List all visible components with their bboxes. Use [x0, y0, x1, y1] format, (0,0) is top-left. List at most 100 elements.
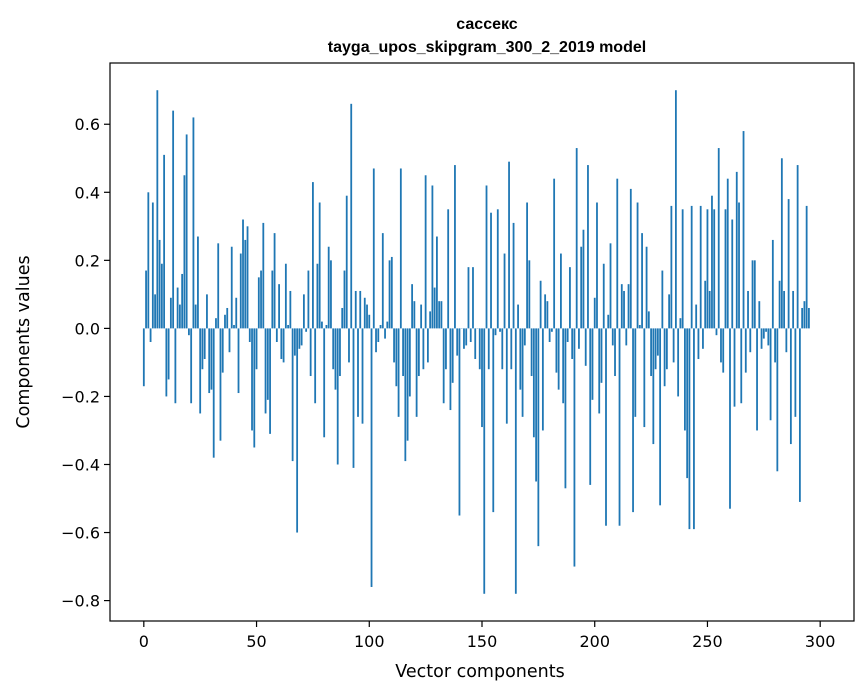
- bar-51: [257, 277, 260, 329]
- bar-284: [783, 290, 786, 329]
- y-tick-label: −0.8: [61, 592, 100, 611]
- bar-191: [573, 328, 576, 567]
- bar-220: [638, 324, 641, 329]
- bar-42: [237, 328, 240, 394]
- bar-196: [584, 328, 587, 366]
- bar-162: [508, 161, 510, 329]
- bar-62: [282, 328, 285, 363]
- bar-15: [176, 287, 179, 329]
- bar-47: [248, 328, 251, 342]
- bar-29: [208, 328, 211, 394]
- bar-247: [699, 205, 702, 329]
- y-tick-label: −0.2: [61, 387, 100, 406]
- bar-159: [501, 328, 504, 370]
- bar-255: [717, 148, 720, 329]
- bar-9: [163, 154, 166, 329]
- bar-237: [677, 328, 680, 397]
- bar-78: [318, 202, 321, 329]
- bar-86: [336, 328, 339, 465]
- bar-239: [681, 209, 684, 329]
- bar-25: [199, 328, 202, 414]
- bar-291: [798, 328, 801, 502]
- bar-180: [548, 328, 551, 342]
- bar-272: [756, 328, 758, 431]
- bar-0: [142, 328, 145, 387]
- bar-36: [224, 314, 226, 329]
- bar-64: [287, 324, 290, 329]
- bar-246: [697, 328, 700, 360]
- bar-137: [451, 328, 454, 383]
- y-tick-label: 0.4: [75, 183, 100, 202]
- bar-140: [458, 328, 461, 516]
- bar-46: [246, 226, 249, 329]
- bar-38: [228, 328, 231, 353]
- bar-233: [668, 294, 671, 329]
- bar-286: [787, 199, 790, 329]
- x-tick-label: 300: [805, 632, 836, 651]
- bar-158: [499, 328, 501, 332]
- bar-33: [217, 243, 220, 329]
- bar-109: [388, 260, 391, 329]
- bar-57: [271, 270, 274, 329]
- bar-268: [747, 290, 749, 329]
- bar-275: [762, 328, 765, 339]
- bar-91: [348, 328, 350, 363]
- bar-77: [316, 263, 319, 329]
- x-tick-label: 50: [246, 632, 266, 651]
- bar-19: [185, 134, 188, 329]
- bar-74: [309, 328, 312, 377]
- bar-7: [158, 239, 161, 329]
- bar-53: [262, 222, 265, 329]
- bar-198: [589, 328, 592, 485]
- y-tick-label: −0.4: [61, 455, 100, 474]
- bar-94: [354, 290, 357, 329]
- bar-119: [411, 284, 414, 329]
- bar-139: [456, 328, 459, 356]
- bar-212: [620, 284, 623, 329]
- bar-12: [169, 297, 172, 329]
- bar-213: [623, 290, 625, 329]
- bar-138: [454, 165, 456, 329]
- bar-44: [242, 219, 244, 329]
- bar-262: [733, 328, 736, 407]
- bar-34: [219, 328, 222, 441]
- bar-295: [808, 307, 810, 329]
- bar-225: [650, 328, 652, 377]
- bar-6: [156, 90, 159, 329]
- bar-227: [654, 328, 657, 370]
- bar-269: [749, 328, 752, 353]
- bar-23: [194, 304, 197, 329]
- bar-102: [372, 168, 375, 329]
- bar-280: [774, 328, 776, 363]
- bar-258: [724, 209, 727, 329]
- bar-179: [546, 301, 549, 329]
- bar-113: [397, 328, 400, 417]
- bar-281: [776, 328, 779, 472]
- bar-244: [693, 328, 695, 530]
- bar-169: [523, 328, 526, 346]
- bar-92: [350, 103, 353, 329]
- bar-145: [469, 328, 472, 342]
- bars-group: [142, 90, 810, 594]
- bar-193: [578, 328, 580, 349]
- bar-96: [359, 290, 362, 329]
- bar-187: [564, 328, 567, 489]
- bar-197: [587, 165, 589, 329]
- bar-133: [442, 328, 445, 404]
- bar-174: [535, 328, 538, 482]
- bar-164: [512, 222, 515, 329]
- bar-206: [607, 314, 610, 329]
- bar-219: [636, 202, 639, 329]
- bar-147: [474, 328, 477, 360]
- bar-31: [212, 328, 215, 458]
- bar-228: [656, 328, 659, 356]
- bar-221: [641, 233, 643, 329]
- bar-166: [517, 304, 519, 329]
- bar-173: [532, 328, 535, 438]
- y-tick-label: 0.2: [75, 251, 100, 270]
- bar-177: [541, 328, 544, 431]
- bar-168: [521, 328, 524, 417]
- bar-83: [330, 260, 332, 329]
- x-tick-label: 100: [354, 632, 385, 651]
